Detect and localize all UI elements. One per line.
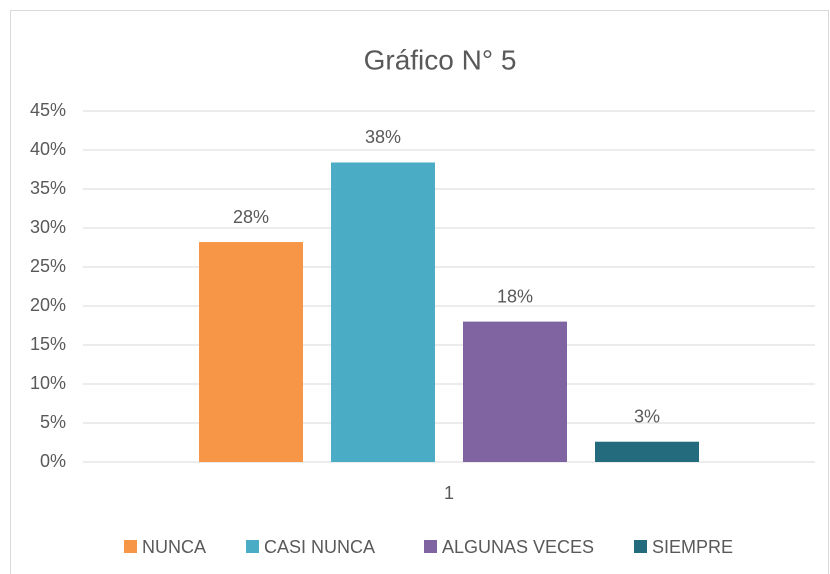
y-tick-label: 5% (40, 412, 66, 432)
legend-label: NUNCA (142, 537, 206, 557)
y-tick-label: 40% (30, 139, 66, 159)
data-label: 18% (497, 286, 533, 306)
legend-label: CASI NUNCA (264, 537, 375, 557)
y-tick-label: 35% (30, 178, 66, 198)
data-label: 3% (634, 406, 660, 426)
legend-swatch (246, 540, 259, 553)
y-tick-label: 20% (30, 295, 66, 315)
bar (199, 242, 303, 462)
data-label: 28% (233, 207, 269, 227)
x-tick-label: 1 (444, 483, 454, 503)
chart-title: Gráfico N° 5 (364, 44, 517, 75)
y-tick-label: 10% (30, 373, 66, 393)
y-tick-label: 45% (30, 100, 66, 120)
data-label: 38% (365, 127, 401, 147)
bar (463, 321, 567, 462)
y-tick-label: 25% (30, 256, 66, 276)
legend-swatch (124, 540, 137, 553)
bar (595, 441, 699, 462)
y-tick-label: 0% (40, 451, 66, 471)
legend-swatch (424, 540, 437, 553)
legend-swatch (634, 540, 647, 553)
y-tick-label: 30% (30, 217, 66, 237)
legend-label: ALGUNAS VECES (442, 537, 594, 557)
bar (331, 162, 435, 463)
y-tick-label: 15% (30, 334, 66, 354)
legend-label: SIEMPRE (652, 537, 733, 557)
